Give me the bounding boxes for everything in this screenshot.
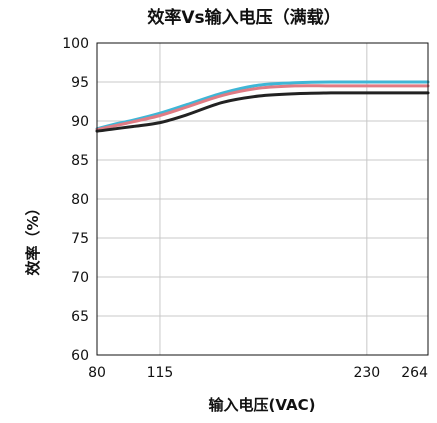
x-tick-label-1: 115 xyxy=(147,365,174,381)
y-tick-labels: 60 65 70 75 80 85 90 95 100 xyxy=(62,36,89,364)
y-tick-label-3: 75 xyxy=(71,231,89,247)
y-tick-label-0: 60 xyxy=(71,348,89,364)
series-line-1 xyxy=(95,84,430,132)
y-axis-label: 效率（%） xyxy=(24,200,42,275)
y-tick-label-1: 65 xyxy=(71,309,89,325)
y-tick-label-5: 85 xyxy=(71,153,89,169)
series-layer xyxy=(95,80,430,133)
y-tick-label-2: 70 xyxy=(71,270,89,286)
chart-title: 效率Vs输入电压（满载） xyxy=(147,7,340,28)
x-tick-label-0: 80 xyxy=(88,365,106,381)
y-tick-label-6: 90 xyxy=(71,114,89,130)
y-tick-label-7: 95 xyxy=(71,75,89,91)
plot-frame xyxy=(96,42,429,356)
x-tick-label-2: 230 xyxy=(353,365,380,381)
x-axis-label: 输入电压(VAC) xyxy=(209,396,316,414)
y-tick-label-8: 100 xyxy=(62,36,89,52)
y-tick-label-4: 80 xyxy=(71,192,89,208)
series-line-2 xyxy=(95,91,430,133)
series-line-0 xyxy=(95,80,430,131)
x-tick-labels: 80 115 230 264 xyxy=(88,365,428,381)
x-tick-label-3: 264 xyxy=(401,365,428,381)
